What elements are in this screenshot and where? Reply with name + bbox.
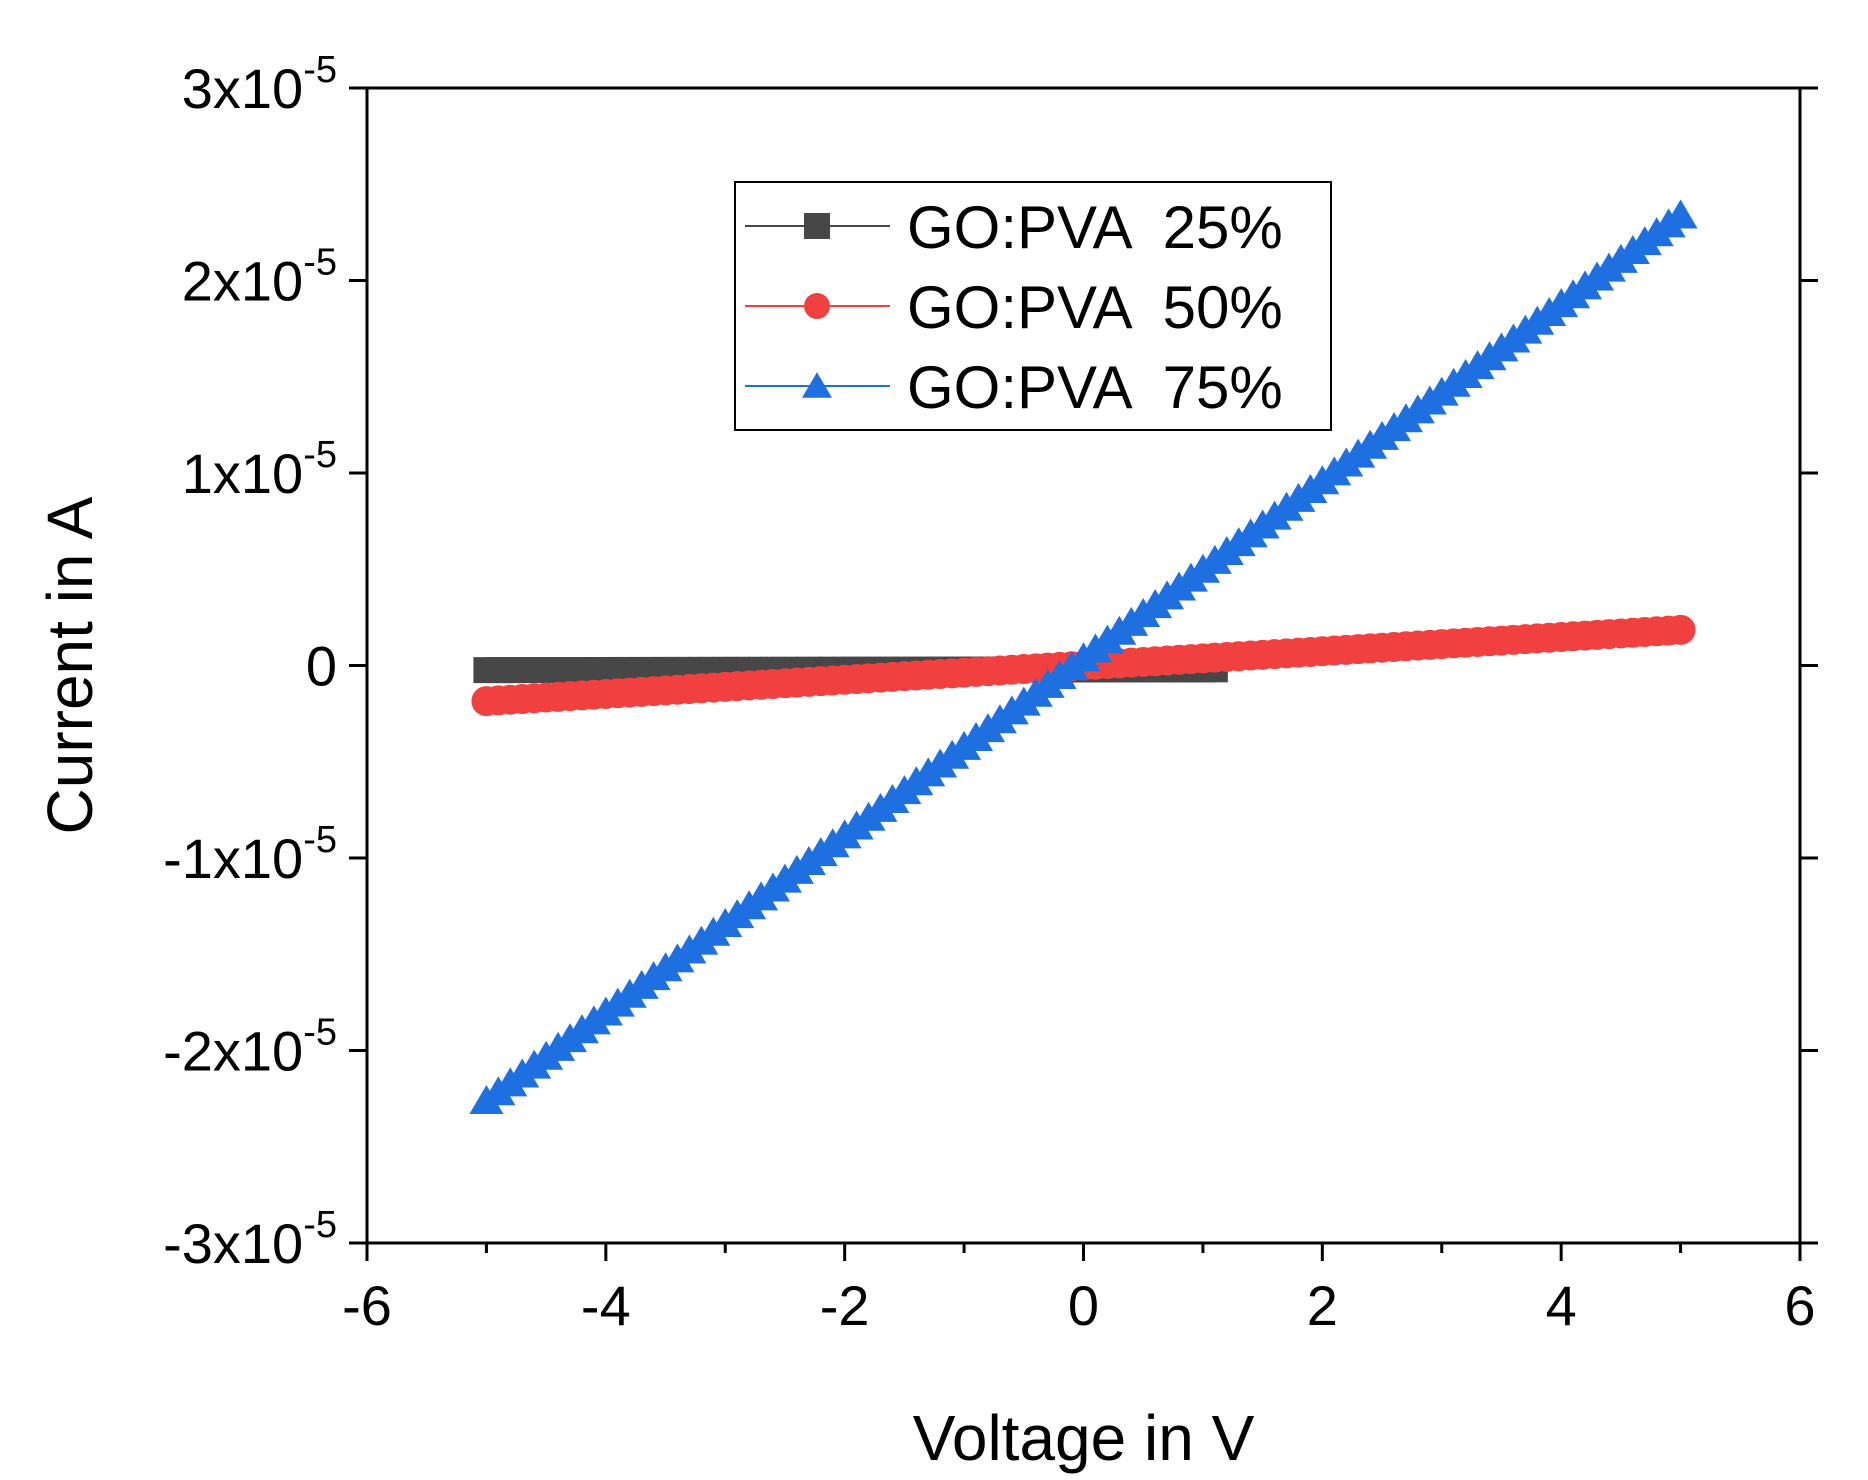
y-tick-label: 0 [306,635,337,698]
x-tick-label: 6 [1784,1274,1815,1337]
x-tick-label: -4 [581,1274,631,1337]
data-point [1665,614,1696,645]
legend: GO:PVA 25% GO:PVA 50% GO:PVA 75% [734,181,1332,431]
y-tick-label: -1x10-5 [163,819,337,890]
axis-ticks: -6 -4 -2 0 2 4 6 3x10-5 2x10-5 1x10-5 0 -1x10-5 -2x1… [163,49,1818,1337]
x-tick-label: 2 [1307,1274,1338,1337]
legend-label: GO:PVA 50% [907,274,1283,341]
y-tick-label: 2x10-5 [182,242,337,313]
x-tick-label: -6 [342,1274,392,1337]
legend-entry: GO:PVA 25% [745,194,1283,261]
x-axis-title: Voltage in V [913,1402,1255,1474]
y-tick-label: -3x10-5 [163,1204,337,1275]
legend-marker [804,213,830,239]
x-tick-label: 0 [1068,1274,1099,1337]
y-axis-title: Current in A [34,496,106,834]
legend-label: GO:PVA 25% [907,194,1283,261]
x-tick-label: -2 [820,1274,870,1337]
y-tick-label: 3x10-5 [182,49,337,120]
data-point [1663,199,1698,229]
legend-entry: GO:PVA 75% [745,354,1283,421]
series-3 [469,199,1698,1115]
plot-series [469,199,1698,1115]
legend-entry: GO:PVA 50% [745,274,1283,341]
x-tick-label: 4 [1546,1274,1577,1337]
y-tick-label: 1x10-5 [182,434,337,505]
legend-marker [804,293,830,319]
legend-label: GO:PVA 75% [907,354,1283,421]
y-tick-label: -2x10-5 [163,1012,337,1083]
legend-marker [802,372,832,398]
